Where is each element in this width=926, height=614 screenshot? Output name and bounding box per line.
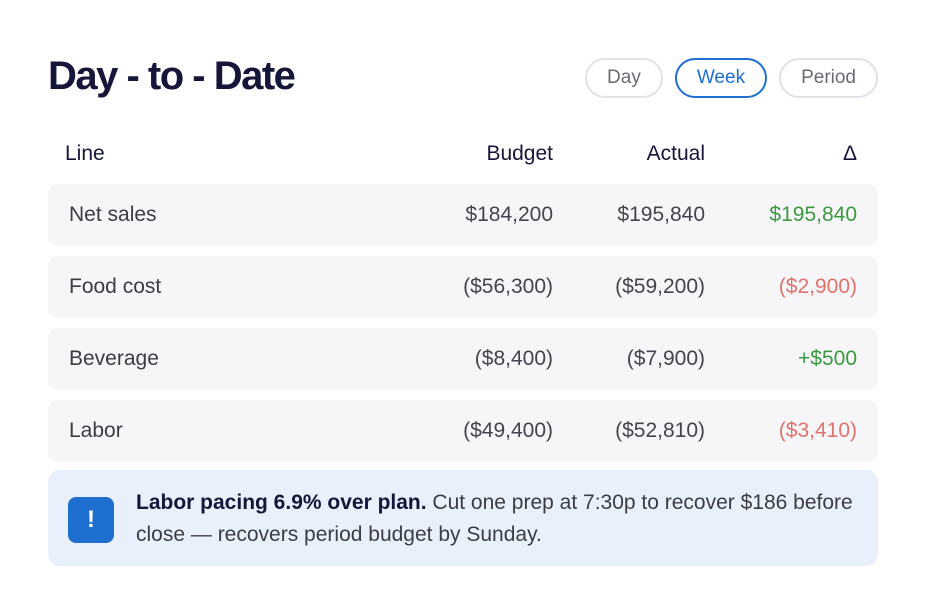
toggle-day-button[interactable]: Day (585, 58, 663, 98)
page-title: Day - to - Date (48, 54, 296, 98)
header: Day - to - Date Day Week Period (48, 44, 878, 110)
row-budget-value: $184,200 (465, 203, 553, 226)
row-budget-value: ($56,300) (463, 275, 553, 298)
row-actual-value: ($52,810) (615, 419, 705, 442)
row-line-label: Net sales (69, 203, 157, 226)
row-actual-value: ($59,200) (615, 275, 705, 298)
alert-exclamation-icon: ! (68, 497, 114, 543)
row-delta-value: +$500 (798, 347, 857, 370)
labor-alert-banner: ! Labor pacing 6.9% over plan. Cut one p… (48, 470, 878, 566)
row-actual-value: ($7,900) (626, 347, 705, 370)
column-header-actual: Actual (646, 142, 705, 165)
row-budget-value: ($8,400) (474, 347, 553, 370)
row-delta-value: ($2,900) (778, 275, 857, 298)
alert-body: Cut one prep at 7:30p to recover $186 be… (136, 491, 853, 546)
table-row: Net sales $184,200 $195,840 $195,840 (48, 184, 878, 246)
row-budget-value: ($49,400) (463, 419, 553, 442)
table-header: Line Budget Actual Δ (48, 136, 878, 172)
row-actual-value: $195,840 (617, 203, 705, 226)
row-line-label: Beverage (69, 347, 159, 370)
toggle-period-button[interactable]: Period (779, 58, 878, 98)
row-line-label: Food cost (69, 275, 162, 298)
table-row: Beverage ($8,400) ($7,900) +$500 (48, 328, 878, 390)
table-row: Food cost ($56,300) ($59,200) ($2,900) (48, 256, 878, 318)
toggle-week-button[interactable]: Week (674, 58, 768, 98)
column-header-line: Line (65, 142, 105, 165)
column-header-budget: Budget (486, 142, 553, 165)
column-header-delta: Δ (842, 142, 857, 165)
row-delta-value: ($3,410) (778, 419, 857, 442)
range-toggle: Day Week Period (585, 58, 878, 98)
alert-headline: Labor pacing 6.9% over plan. (136, 491, 427, 514)
table-row: Labor ($49,400) ($52,810) ($3,410) (48, 400, 878, 462)
row-line-label: Labor (69, 419, 123, 442)
alert-message: Labor pacing 6.9% over plan. Cut one pre… (136, 487, 862, 551)
row-delta-value: $195,840 (769, 203, 857, 226)
